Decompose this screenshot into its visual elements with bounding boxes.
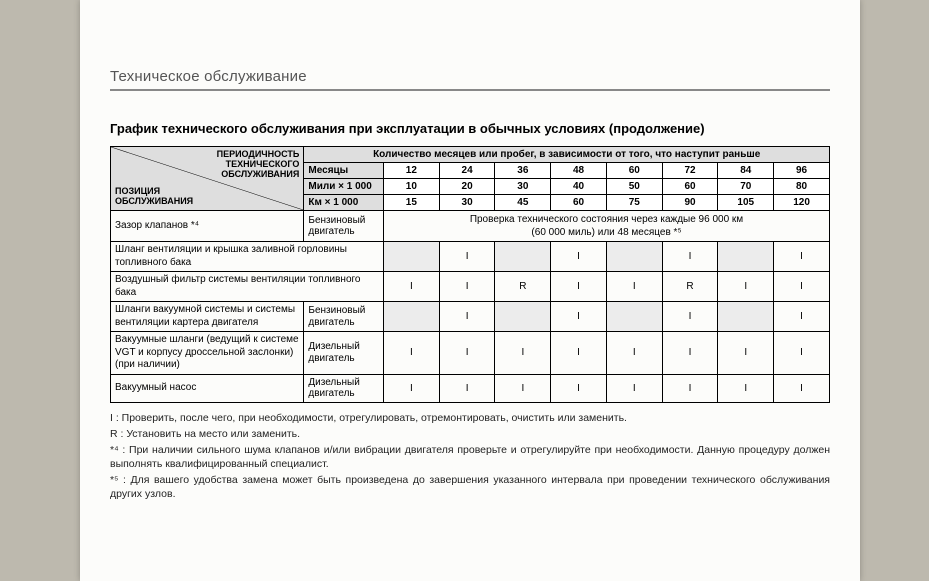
value-cell: I — [774, 242, 830, 272]
value-cell: I — [662, 374, 718, 402]
header-months-3: 48 — [551, 163, 607, 179]
value-cell — [606, 302, 662, 332]
legend-r: R : Установить на место или заменить. — [110, 427, 830, 441]
value-cell: I — [774, 302, 830, 332]
value-cell: I — [439, 332, 495, 375]
table-header: ПЕРИОДИЧНОСТЬТЕХНИЧЕСКОГООБСЛУЖИВАНИЯ ПОЗ… — [111, 147, 830, 211]
value-cell: I — [718, 272, 774, 302]
value-cell: I — [384, 374, 440, 402]
value-cell: I — [551, 374, 607, 402]
engine-label: Дизельный двигатель — [304, 374, 384, 402]
header-months-4: 60 — [606, 163, 662, 179]
item-label: Зазор клапанов *⁴ — [111, 211, 304, 242]
value-cell: I — [606, 374, 662, 402]
value-cell: I — [495, 374, 551, 402]
corner-label-bottom: ПОЗИЦИЯОБСЛУЖИВАНИЯ — [115, 187, 193, 207]
legend-i: I : Проверить, после чего, при необходим… — [110, 411, 830, 425]
value-cell: I — [551, 242, 607, 272]
header-months-6: 84 — [718, 163, 774, 179]
value-cell: I — [718, 374, 774, 402]
corner-label-top: ПЕРИОДИЧНОСТЬТЕХНИЧЕСКОГООБСЛУЖИВАНИЯ — [217, 150, 300, 180]
value-cell — [606, 242, 662, 272]
value-cell: I — [551, 272, 607, 302]
item-label: Шланги вакуумной системы и системы венти… — [111, 302, 304, 332]
section-heading: Техническое обслуживание — [110, 68, 830, 91]
value-cell: I — [439, 242, 495, 272]
value-cell: I — [439, 302, 495, 332]
header-km-1: 30 — [439, 195, 495, 211]
value-cell: I — [384, 332, 440, 375]
header-miles-7: 80 — [774, 179, 830, 195]
header-corner-cell: ПЕРИОДИЧНОСТЬТЕХНИЧЕСКОГООБСЛУЖИВАНИЯ ПОЗ… — [111, 147, 304, 211]
engine-label: Бензиновый двигатель — [304, 211, 384, 242]
document-page: Техническое обслуживание График техничес… — [80, 0, 860, 581]
item-label: Вакуумный насос — [111, 374, 304, 402]
engine-label: Бензиновый двигатель — [304, 302, 384, 332]
page-title: График технического обслуживания при экс… — [110, 121, 830, 136]
legend: I : Проверить, после чего, при необходим… — [110, 411, 830, 502]
legend-note-4: *⁴ : При наличии сильного шума клапанов … — [110, 443, 830, 471]
header-miles-0: 10 — [384, 179, 440, 195]
header-miles-5: 60 — [662, 179, 718, 195]
value-cell — [384, 302, 440, 332]
item-label: Шланг вентиляции и крышка заливной горло… — [111, 242, 384, 272]
header-km-2: 45 — [495, 195, 551, 211]
header-km-0: 15 — [384, 195, 440, 211]
header-miles-4: 50 — [606, 179, 662, 195]
value-cell — [718, 242, 774, 272]
header-km-4: 75 — [606, 195, 662, 211]
page-content: Техническое обслуживание График техничес… — [80, 0, 860, 524]
value-cell: I — [662, 302, 718, 332]
header-miles-1: 20 — [439, 179, 495, 195]
item-label: Воздушный фильтр системы вентиляции топл… — [111, 272, 384, 302]
legend-note-5: *⁵ : Для вашего удобства замена может бы… — [110, 473, 830, 501]
header-km-5: 90 — [662, 195, 718, 211]
header-miles-3: 40 — [551, 179, 607, 195]
value-cell: R — [662, 272, 718, 302]
header-miles-6: 70 — [718, 179, 774, 195]
header-merge: Количество месяцев или пробег, в зависим… — [304, 147, 830, 163]
header-rowlabel-months: Месяцы — [304, 163, 384, 179]
header-km-3: 60 — [551, 195, 607, 211]
value-cell: I — [774, 332, 830, 375]
header-months-2: 36 — [495, 163, 551, 179]
value-cell: I — [495, 332, 551, 375]
maintenance-schedule-table: ПЕРИОДИЧНОСТЬТЕХНИЧЕСКОГООБСЛУЖИВАНИЯ ПОЗ… — [110, 146, 830, 403]
header-km-7: 120 — [774, 195, 830, 211]
note-cell: Проверка технического состояния через ка… — [384, 211, 830, 242]
header-miles-2: 30 — [495, 179, 551, 195]
header-rowlabel-miles: Мили × 1 000 — [304, 179, 384, 195]
value-cell — [495, 242, 551, 272]
value-cell: I — [551, 302, 607, 332]
value-cell: I — [551, 332, 607, 375]
header-months-5: 72 — [662, 163, 718, 179]
value-cell: I — [662, 332, 718, 375]
value-cell: I — [774, 272, 830, 302]
value-cell — [384, 242, 440, 272]
header-months-7: 96 — [774, 163, 830, 179]
value-cell — [495, 302, 551, 332]
header-km-6: 105 — [718, 195, 774, 211]
value-cell: I — [662, 242, 718, 272]
item-label: Вакуумные шланги (ведущий к системе VGT … — [111, 332, 304, 375]
value-cell: I — [774, 374, 830, 402]
table-body: Зазор клапанов *⁴Бензиновый двигательПро… — [111, 211, 830, 403]
value-cell: I — [718, 332, 774, 375]
value-cell: I — [439, 272, 495, 302]
value-cell: I — [606, 332, 662, 375]
header-months-0: 12 — [384, 163, 440, 179]
value-cell: I — [606, 272, 662, 302]
value-cell: I — [439, 374, 495, 402]
header-rowlabel-km: Км × 1 000 — [304, 195, 384, 211]
value-cell: R — [495, 272, 551, 302]
value-cell — [718, 302, 774, 332]
header-months-1: 24 — [439, 163, 495, 179]
engine-label: Дизельный двигатель — [304, 332, 384, 375]
value-cell: I — [384, 272, 440, 302]
